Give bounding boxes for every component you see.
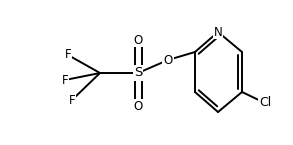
Text: F: F [69, 94, 75, 106]
Text: F: F [65, 48, 71, 61]
Text: Cl: Cl [259, 97, 271, 109]
Text: O: O [133, 33, 143, 47]
Text: N: N [214, 26, 222, 39]
Text: O: O [163, 54, 173, 67]
Text: O: O [133, 99, 143, 113]
Text: F: F [62, 74, 68, 87]
Text: S: S [134, 67, 142, 79]
